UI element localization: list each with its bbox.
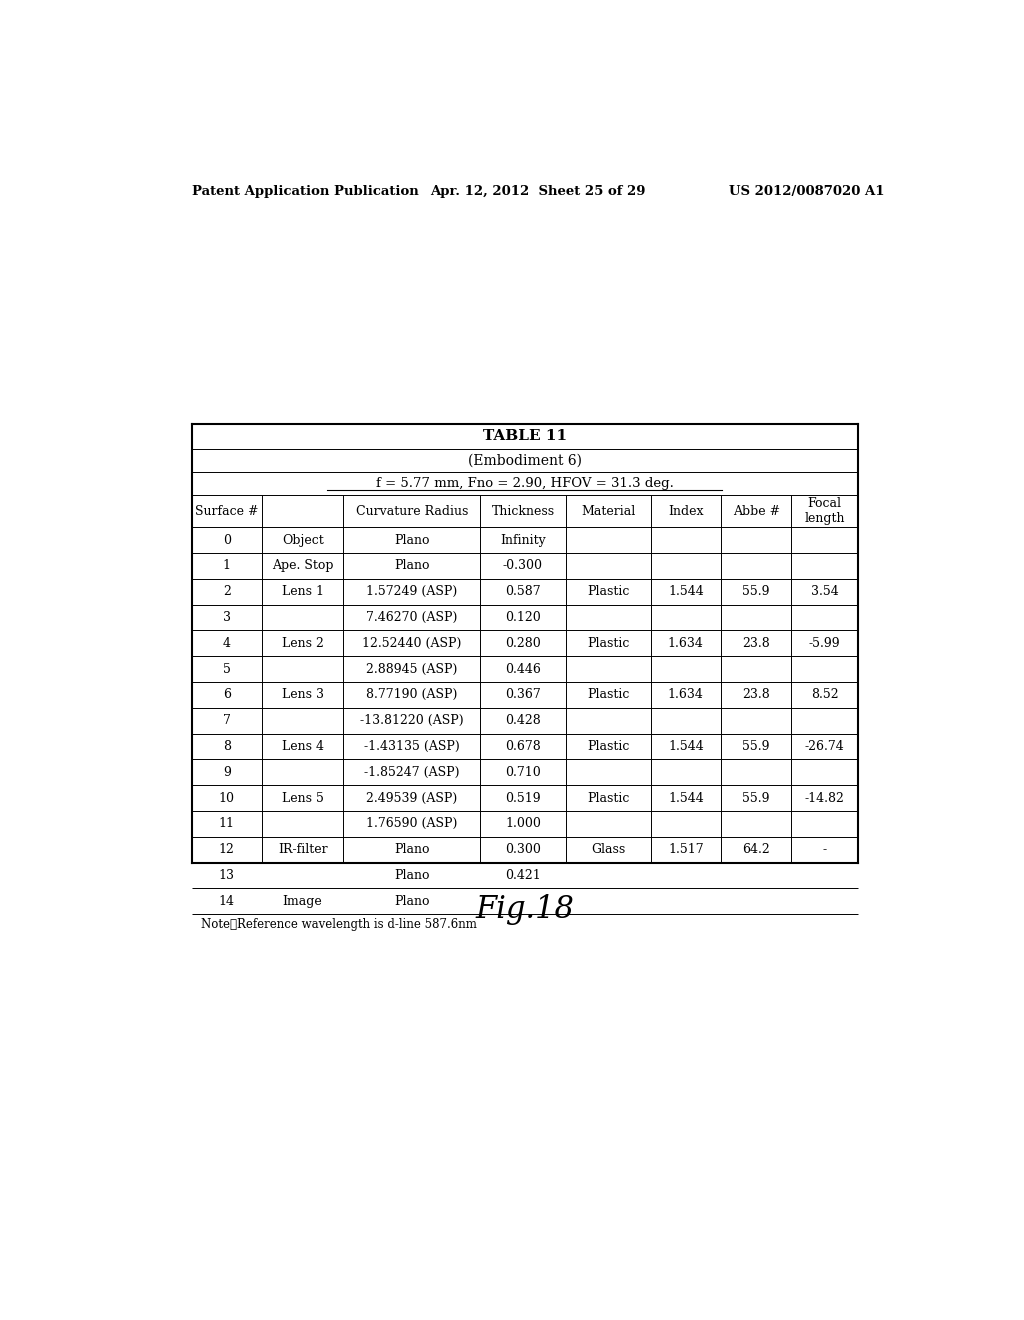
Text: Ape. Stop: Ape. Stop <box>272 560 334 573</box>
Text: -13.81220 (ASP): -13.81220 (ASP) <box>360 714 464 727</box>
Text: 1.76590 (ASP): 1.76590 (ASP) <box>367 817 458 830</box>
Text: 0.421: 0.421 <box>505 869 541 882</box>
Text: Infinity: Infinity <box>500 533 546 546</box>
Text: Image: Image <box>283 895 323 908</box>
Text: Plano: Plano <box>394 843 430 857</box>
Text: 1.517: 1.517 <box>668 843 703 857</box>
Text: -5.99: -5.99 <box>809 636 841 649</box>
Text: (Embodiment 6): (Embodiment 6) <box>468 453 582 467</box>
Text: 6: 6 <box>223 689 230 701</box>
Text: 8.52: 8.52 <box>811 689 839 701</box>
Text: US 2012/0087020 A1: US 2012/0087020 A1 <box>729 185 884 198</box>
Text: 55.9: 55.9 <box>742 792 770 805</box>
Text: 7: 7 <box>223 714 230 727</box>
Text: 0.587: 0.587 <box>505 585 541 598</box>
Text: Plastic: Plastic <box>587 689 630 701</box>
Text: -: - <box>521 895 525 908</box>
Text: 14: 14 <box>219 895 234 908</box>
Text: 11: 11 <box>219 817 234 830</box>
Text: 0.120: 0.120 <box>505 611 541 624</box>
Text: 2: 2 <box>223 585 230 598</box>
Text: Lens 2: Lens 2 <box>282 636 324 649</box>
Text: 1.634: 1.634 <box>668 689 703 701</box>
Text: Index: Index <box>668 504 703 517</box>
Text: 1.000: 1.000 <box>505 817 541 830</box>
Text: 12.52440 (ASP): 12.52440 (ASP) <box>362 636 462 649</box>
Text: Plano: Plano <box>394 560 430 573</box>
Text: -14.82: -14.82 <box>805 792 845 805</box>
Text: Lens 3: Lens 3 <box>282 689 324 701</box>
Text: 0.446: 0.446 <box>505 663 541 676</box>
Text: -26.74: -26.74 <box>805 741 845 752</box>
Text: -1.85247 (ASP): -1.85247 (ASP) <box>365 766 460 779</box>
Text: 0.519: 0.519 <box>505 792 541 805</box>
Text: 2.88945 (ASP): 2.88945 (ASP) <box>367 663 458 676</box>
Text: 23.8: 23.8 <box>742 636 770 649</box>
Text: 9: 9 <box>223 766 230 779</box>
Text: 1: 1 <box>223 560 230 573</box>
Text: 7.46270 (ASP): 7.46270 (ASP) <box>367 611 458 624</box>
Text: 8: 8 <box>223 741 230 752</box>
Text: Plastic: Plastic <box>587 741 630 752</box>
Text: 0.678: 0.678 <box>505 741 541 752</box>
Text: 5: 5 <box>223 663 230 676</box>
Text: 12: 12 <box>219 843 234 857</box>
Text: Lens 1: Lens 1 <box>282 585 324 598</box>
Text: 1.544: 1.544 <box>668 792 703 805</box>
Text: Curvature Radius: Curvature Radius <box>355 504 468 517</box>
Text: -0.300: -0.300 <box>503 560 543 573</box>
Text: 4: 4 <box>223 636 230 649</box>
Text: 23.8: 23.8 <box>742 689 770 701</box>
Text: Fig.18: Fig.18 <box>475 894 574 924</box>
Text: -: - <box>822 843 826 857</box>
Text: Apr. 12, 2012  Sheet 25 of 29: Apr. 12, 2012 Sheet 25 of 29 <box>430 185 646 198</box>
Text: Material: Material <box>581 504 635 517</box>
Text: 55.9: 55.9 <box>742 585 770 598</box>
Text: Plano: Plano <box>394 895 430 908</box>
Text: Plano: Plano <box>394 869 430 882</box>
Text: f = 5.77 mm, Fno = 2.90, HFOV = 31.3 deg.: f = 5.77 mm, Fno = 2.90, HFOV = 31.3 deg… <box>376 477 674 490</box>
Text: 8.77190 (ASP): 8.77190 (ASP) <box>367 689 458 701</box>
Text: 0.300: 0.300 <box>505 843 541 857</box>
Text: 0.710: 0.710 <box>505 766 541 779</box>
Text: 64.2: 64.2 <box>742 843 770 857</box>
Text: Glass: Glass <box>591 843 626 857</box>
Text: -1.43135 (ASP): -1.43135 (ASP) <box>364 741 460 752</box>
Text: Plastic: Plastic <box>587 585 630 598</box>
Text: Patent Application Publication: Patent Application Publication <box>191 185 418 198</box>
Text: 3: 3 <box>223 611 230 624</box>
Text: 0.367: 0.367 <box>505 689 541 701</box>
Text: 55.9: 55.9 <box>742 741 770 752</box>
Text: IR-filter: IR-filter <box>278 843 328 857</box>
Text: Surface #: Surface # <box>195 504 258 517</box>
Text: Note：Reference wavelength is d-line 587.6nm: Note：Reference wavelength is d-line 587.… <box>201 919 477 932</box>
Text: 1.544: 1.544 <box>668 741 703 752</box>
Text: Object: Object <box>282 533 324 546</box>
Text: 3.54: 3.54 <box>811 585 839 598</box>
Text: Plano: Plano <box>394 533 430 546</box>
Text: 13: 13 <box>219 869 234 882</box>
Text: 0.280: 0.280 <box>505 636 541 649</box>
Text: 2.49539 (ASP): 2.49539 (ASP) <box>367 792 458 805</box>
Text: 10: 10 <box>219 792 234 805</box>
Text: 0.428: 0.428 <box>505 714 541 727</box>
Text: Thickness: Thickness <box>492 504 555 517</box>
Text: 1.544: 1.544 <box>668 585 703 598</box>
Text: Lens 5: Lens 5 <box>282 792 324 805</box>
Text: 1.634: 1.634 <box>668 636 703 649</box>
Text: Focal
length: Focal length <box>805 498 845 525</box>
Text: Plastic: Plastic <box>587 792 630 805</box>
Text: 0: 0 <box>223 533 230 546</box>
Text: Lens 4: Lens 4 <box>282 741 324 752</box>
Text: Abbe #: Abbe # <box>732 504 780 517</box>
Text: 1.57249 (ASP): 1.57249 (ASP) <box>367 585 458 598</box>
Text: Plastic: Plastic <box>587 636 630 649</box>
Text: TABLE 11: TABLE 11 <box>482 429 567 444</box>
